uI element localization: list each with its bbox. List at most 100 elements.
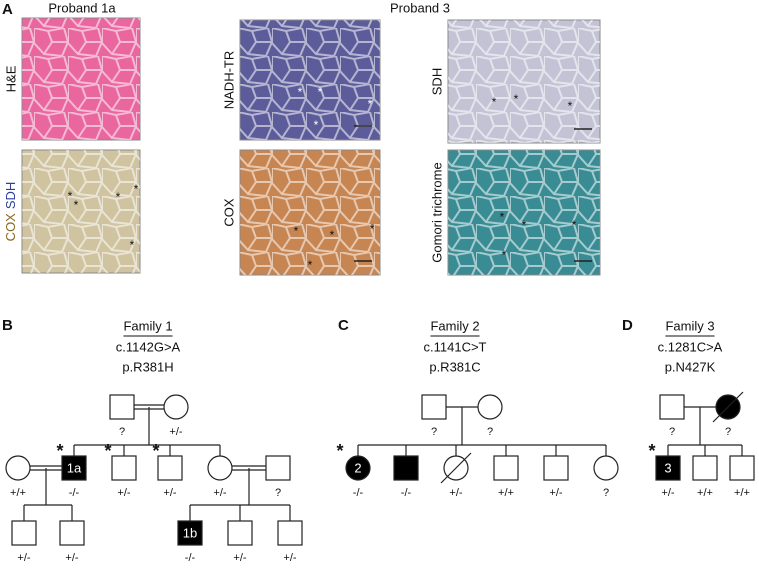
- female-symbol: [345, 455, 371, 481]
- genotype: +/-: [661, 487, 674, 499]
- deceased-slash: [712, 391, 744, 423]
- genotype: +/-: [283, 552, 296, 564]
- genotype: +/+: [734, 487, 750, 499]
- family-name: Family 2: [430, 318, 479, 333]
- genotype: +/-: [549, 487, 562, 499]
- histology-texture: [240, 150, 380, 275]
- male-symbol: [692, 455, 718, 481]
- genotype: ?: [487, 426, 493, 438]
- female-symbol: [163, 394, 189, 420]
- histology-texture: [448, 20, 600, 143]
- male-symbol: [277, 520, 303, 546]
- genotype: +/-: [163, 487, 176, 499]
- deceased-slash: [440, 452, 472, 484]
- genotype: -/-: [69, 487, 80, 499]
- genotype: ?: [725, 426, 731, 438]
- individual-id: 3: [664, 460, 671, 475]
- female-symbol: [207, 455, 233, 481]
- column-title: Proband 1a: [48, 0, 116, 15]
- fiber-asterisk: *: [572, 218, 577, 232]
- genotype: +/-: [213, 487, 226, 499]
- individual-id: 1a: [67, 460, 82, 475]
- histology-texture: [22, 18, 140, 140]
- proband-asterisk: *: [152, 441, 159, 461]
- female-symbol: [477, 394, 503, 420]
- fiber-asterisk: *: [370, 222, 375, 236]
- proband-asterisk: *: [336, 441, 343, 461]
- panel-letter: C: [338, 317, 349, 334]
- fiber-asterisk: *: [568, 99, 573, 113]
- fiber-asterisk: *: [514, 92, 519, 106]
- genotype: +/-: [17, 552, 30, 564]
- stain-label: COX SDH: [3, 182, 18, 242]
- genotype: ?: [669, 426, 675, 438]
- male-symbol: [393, 455, 419, 481]
- male-symbol: [61, 455, 87, 481]
- histology-texture: [240, 20, 380, 140]
- family-name: Family 3: [665, 318, 714, 333]
- fiber-asterisk: *: [308, 258, 313, 272]
- stain-label: COX: [221, 198, 236, 227]
- fiber-asterisk: *: [116, 190, 121, 204]
- female-symbol: [5, 455, 31, 481]
- genotype: ?: [275, 487, 281, 499]
- column-title: Proband 3: [390, 0, 450, 15]
- cdna-variant: c.1142G>A: [116, 339, 181, 354]
- fiber-asterisk: *: [134, 182, 139, 196]
- male-symbol: [543, 455, 569, 481]
- male-symbol: [111, 455, 137, 481]
- individual-id: 2: [354, 460, 361, 475]
- male-symbol: [655, 455, 681, 481]
- genotype: +/+: [498, 487, 514, 499]
- male-symbol: [493, 455, 519, 481]
- male-symbol: [11, 520, 37, 546]
- proband-asterisk: *: [56, 441, 63, 461]
- male-symbol: [659, 394, 685, 420]
- genotype: +/+: [697, 487, 713, 499]
- genotype: ?: [603, 487, 609, 499]
- histology-texture: [22, 150, 140, 273]
- fiber-asterisk: *: [318, 85, 323, 99]
- stain-label: H&E: [3, 65, 18, 92]
- stain-label-part: COX: [3, 213, 18, 242]
- cdna-variant: c.1141C>T: [424, 339, 487, 354]
- genotype: -/-: [401, 487, 412, 499]
- fiber-asterisk: *: [492, 95, 497, 109]
- family-name: Family 1: [123, 318, 172, 333]
- stain-label-part: SDH: [3, 182, 18, 209]
- genotype: -/-: [353, 487, 364, 499]
- panel-letter: D: [622, 317, 633, 334]
- female-symbol: [593, 455, 619, 481]
- protein-variant: p.N427K: [665, 359, 716, 374]
- pedigree-lines: [23, 404, 743, 521]
- protein-variant: p.R381C: [429, 359, 480, 374]
- male-symbol: [109, 394, 135, 420]
- proband-asterisk: *: [104, 441, 111, 461]
- individual-id: 1b: [183, 525, 197, 540]
- protein-variant: p.R381H: [122, 359, 173, 374]
- panel-letter: A: [2, 1, 13, 18]
- fiber-asterisk: *: [368, 97, 373, 111]
- fiber-asterisk: *: [522, 218, 527, 232]
- genotype: +/-: [169, 426, 182, 438]
- stain-label: NADH-TR: [221, 51, 236, 110]
- male-symbol: [59, 520, 85, 546]
- male-symbol: [265, 455, 291, 481]
- male-symbol: [177, 520, 203, 546]
- male-symbol: [729, 455, 755, 481]
- genotype: +/-: [117, 487, 130, 499]
- stain-label: SDH: [429, 68, 444, 95]
- fiber-asterisk: *: [68, 189, 73, 203]
- panel-letter: B: [2, 317, 13, 334]
- cdna-variant: c.1281C>A: [658, 339, 723, 354]
- genotype: +/-: [449, 487, 462, 499]
- genotype: ?: [119, 426, 125, 438]
- genotype: +/-: [65, 552, 78, 564]
- stain-label: Gomori trichrome: [429, 162, 444, 262]
- genotype: +/+: [10, 487, 26, 499]
- fiber-asterisk: *: [502, 248, 507, 262]
- fiber-asterisk: *: [294, 224, 299, 238]
- fiber-asterisk: *: [500, 210, 505, 224]
- fiber-asterisk: *: [298, 85, 303, 99]
